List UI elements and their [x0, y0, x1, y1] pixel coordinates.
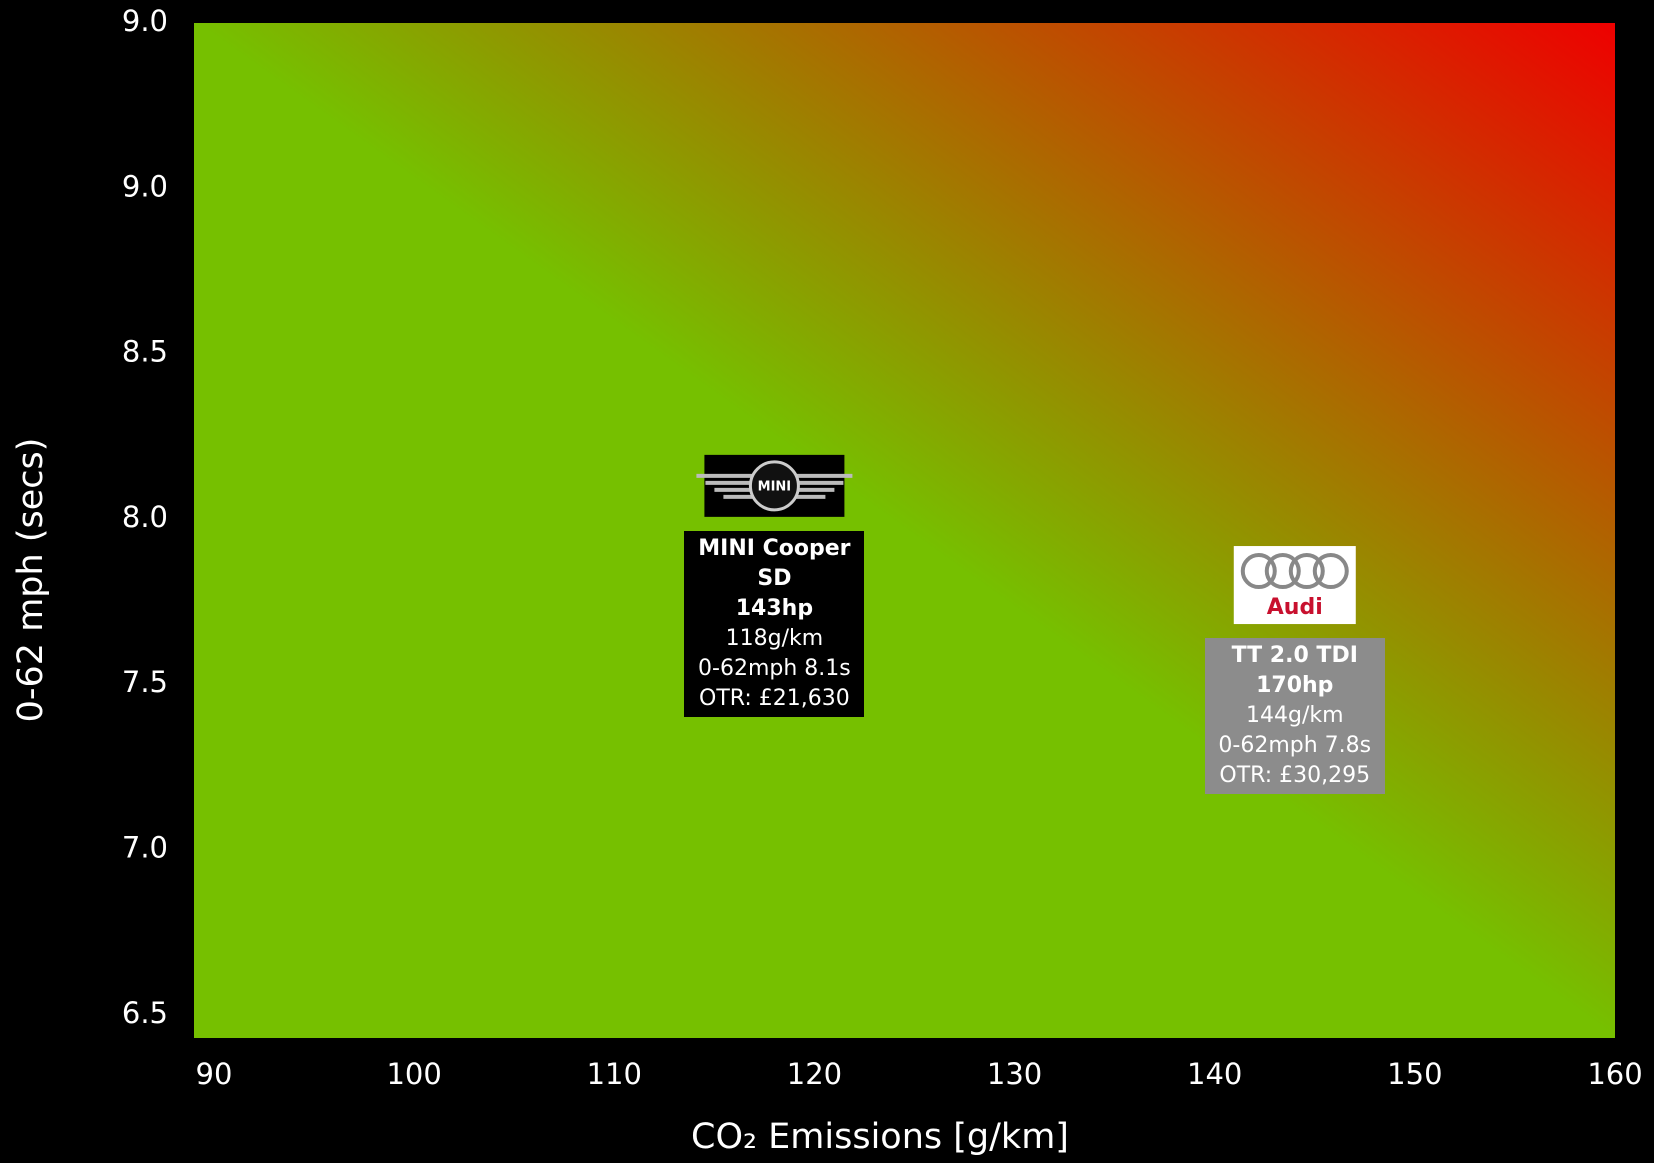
y-tick-label: 8.5 — [122, 335, 168, 369]
point-label: TT 2.0 TDI 170hp 144g/km 0-62mph 7.8s OTR: £… — [1204, 638, 1385, 795]
y-tick-label: 8.0 — [122, 500, 168, 534]
logo-wing — [796, 473, 853, 478]
logo-wing — [796, 480, 844, 485]
y-tick-label: 9.0 — [122, 4, 168, 38]
logo-wing — [705, 480, 753, 485]
car-emissions: 144g/km — [1245, 703, 1344, 729]
x-tick-label: 160 — [1587, 1057, 1642, 1091]
logo-text: Audi — [1267, 595, 1323, 620]
car-power: 143hp — [735, 595, 814, 621]
logo-wing — [796, 487, 835, 492]
x-tick-label: 110 — [587, 1057, 642, 1091]
x-tick-label: 100 — [386, 1057, 441, 1091]
point-marker: Audi — [1233, 546, 1356, 625]
logo-wing — [723, 494, 753, 499]
logo-wing — [714, 487, 753, 492]
point-label: MINI Cooper SD 143hp 118g/km 0-62mph 8.1s OT… — [684, 530, 865, 717]
car-emissions: 118g/km — [725, 625, 824, 651]
car-acceleration: 0-62mph 7.8s — [1218, 733, 1372, 759]
x-tick-label: 150 — [1387, 1057, 1442, 1091]
x-tick-label: 120 — [787, 1057, 842, 1091]
logo-text: MINI — [758, 479, 792, 494]
car-price: OTR: £30,295 — [1219, 763, 1371, 789]
y-tick-label: 9.0 — [122, 169, 168, 203]
x-tick-label: 130 — [987, 1057, 1042, 1091]
logo-ring — [1288, 553, 1325, 590]
car-name: MINI Cooper SD — [698, 535, 851, 591]
x-tick-label: 90 — [196, 1057, 233, 1091]
logo-wing — [796, 494, 826, 499]
logo-ring — [1312, 553, 1349, 590]
car-name: TT 2.0 TDI — [1231, 643, 1358, 669]
y-tick-label: 7.5 — [122, 665, 168, 699]
plot-area — [194, 23, 1615, 1038]
logo-ring — [1264, 553, 1301, 590]
point-marker: MINI — [696, 454, 853, 517]
x-axis-title: CO₂ Emissions [g/km] — [691, 1117, 1069, 1157]
logo-wing — [696, 473, 753, 478]
y-tick-label: 6.5 — [122, 996, 168, 1030]
car-power: 170hp — [1256, 673, 1334, 699]
y-tick-label: 7.0 — [122, 831, 168, 865]
x-tick-label: 140 — [1187, 1057, 1242, 1091]
car-price: OTR: £21,630 — [699, 685, 850, 711]
y-axis-title: 0-62 mph (secs) — [11, 438, 51, 723]
car-acceleration: 0-62mph 8.1s — [698, 655, 851, 681]
logo-ring — [1240, 553, 1277, 590]
logo-ring — [748, 460, 800, 512]
